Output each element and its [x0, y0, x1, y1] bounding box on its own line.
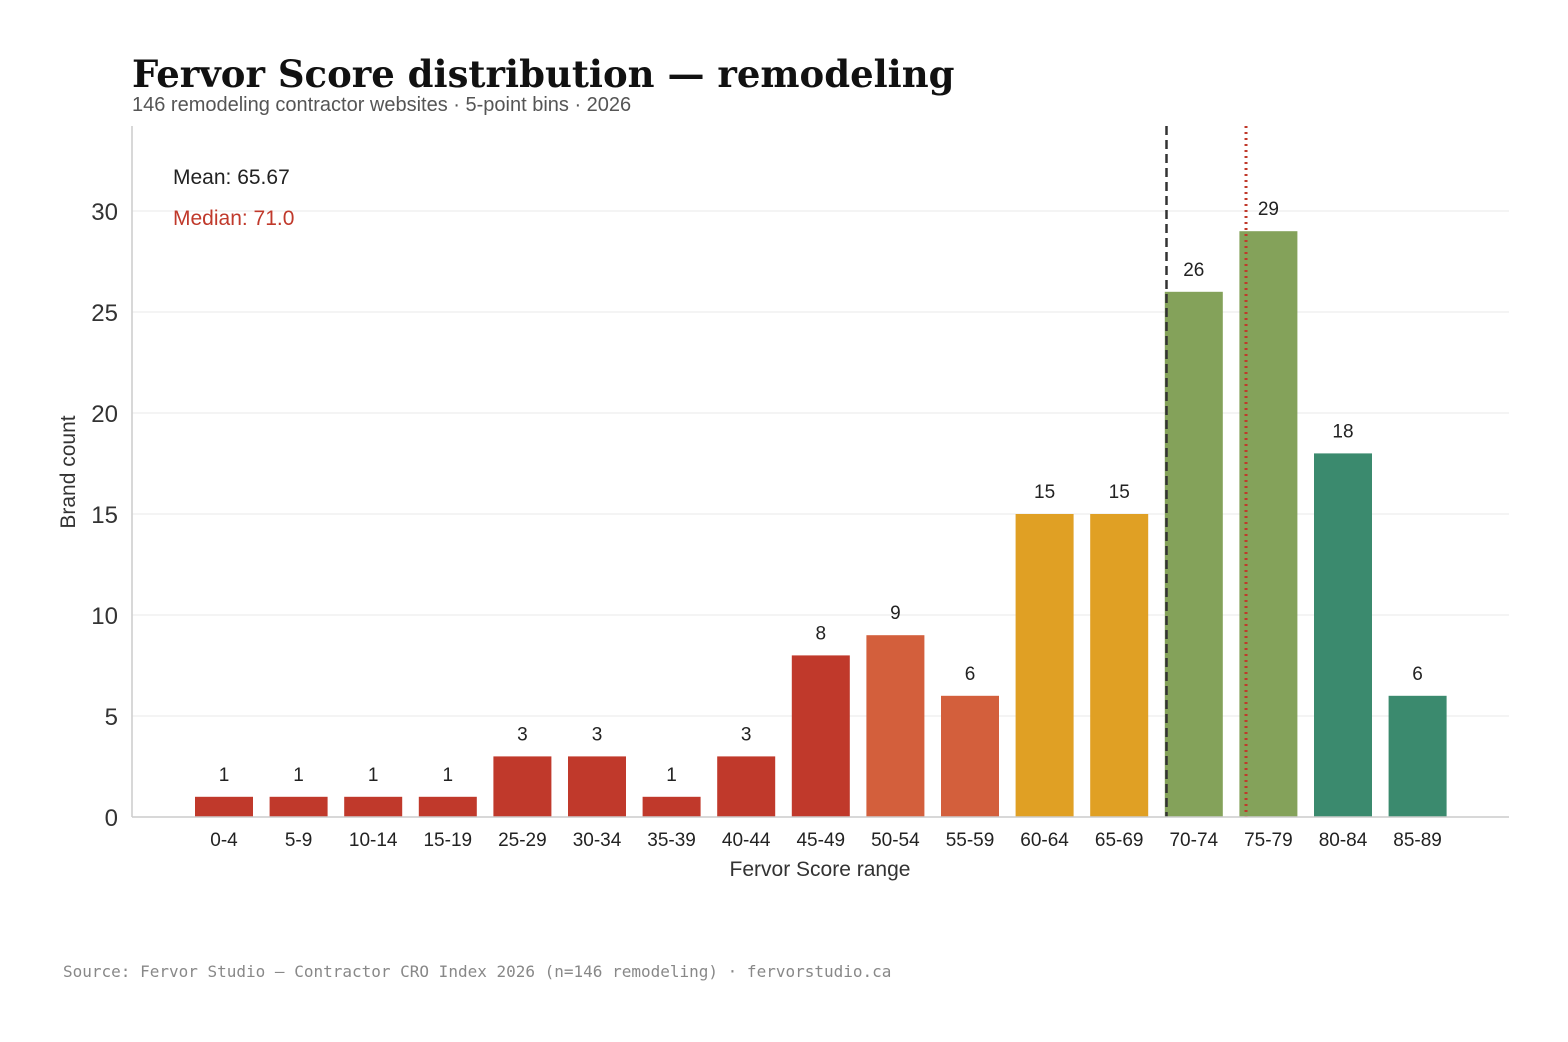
- bar-value-label: 8: [816, 623, 827, 644]
- bar-value-label: 1: [666, 765, 677, 786]
- median-annotation: Median: 71.0: [173, 207, 294, 230]
- x-tick-label: 25-29: [498, 830, 547, 851]
- y-tick-label: 0: [105, 805, 118, 832]
- y-tick-label: 30: [91, 199, 118, 226]
- x-tick-label: 15-19: [423, 830, 472, 851]
- x-tick-label: 80-84: [1319, 830, 1368, 851]
- x-tick-label: 30-34: [573, 830, 622, 851]
- bar-value-label: 29: [1258, 199, 1279, 220]
- bar: [493, 756, 552, 817]
- bar: [195, 796, 253, 817]
- mean-annotation: Mean: 65.67: [173, 166, 290, 189]
- bar: [1090, 514, 1149, 817]
- bar: [791, 655, 850, 817]
- bar: [269, 796, 328, 817]
- x-tick-labels: 0-4 5-9 10-14 15-19 25-29 30-34 35-39 40-44 45-4…: [210, 830, 1442, 851]
- x-axis-label: Fervor Score range: [730, 858, 911, 881]
- x-tick-label: 45-49: [796, 830, 845, 851]
- bar-value-label: 6: [965, 664, 976, 685]
- chart-subtitle: 146 remodeling contractor websites · 5-p…: [132, 94, 632, 116]
- source-note: Source: Fervor Studio — Contractor CRO I…: [63, 962, 892, 981]
- x-tick-label: 65-69: [1095, 830, 1144, 851]
- y-tick-label: 10: [91, 603, 118, 630]
- x-tick-label: 60-64: [1020, 830, 1069, 851]
- x-tick-label: 75-79: [1244, 830, 1293, 851]
- bar-value-label: 3: [741, 724, 752, 745]
- bar: [344, 796, 403, 817]
- y-tick-label: 15: [91, 502, 118, 529]
- x-tick-label: 35-39: [647, 830, 696, 851]
- bar-value-label: 3: [517, 724, 528, 745]
- bar: [1015, 514, 1074, 817]
- bar-value-label: 18: [1332, 421, 1353, 442]
- bar-value-label: 1: [368, 765, 379, 786]
- bar-value-label: 15: [1034, 482, 1055, 503]
- x-tick-label: 5-9: [285, 830, 312, 851]
- bar-value-label: 9: [890, 603, 901, 624]
- bar: [717, 756, 776, 817]
- x-tick-label: 55-59: [946, 830, 995, 851]
- bar: [1164, 291, 1223, 817]
- y-tick-label: 5: [105, 704, 118, 731]
- y-tick-label: 20: [91, 401, 118, 428]
- bar-value-label: 1: [293, 765, 304, 786]
- bar: [1388, 695, 1447, 817]
- bars: [195, 231, 1447, 817]
- y-tick-label: 25: [91, 300, 118, 327]
- y-axis-label: Brand count: [57, 415, 80, 528]
- x-tick-label: 10-14: [349, 830, 398, 851]
- y-tick-labels: 0 5 10 15 20 25 30: [91, 199, 118, 832]
- bar: [866, 635, 925, 817]
- bar-value-label: 6: [1412, 664, 1423, 685]
- bar: [568, 756, 626, 817]
- bar: [642, 796, 701, 817]
- bar: [1239, 231, 1298, 817]
- bar: [1314, 453, 1372, 817]
- bar-value-label: 1: [443, 765, 454, 786]
- x-tick-label: 0-4: [210, 830, 238, 851]
- x-tick-label: 40-44: [722, 830, 771, 851]
- bar-value-label: 1: [219, 765, 230, 786]
- x-tick-label: 85-89: [1393, 830, 1442, 851]
- x-tick-label: 50-54: [871, 830, 920, 851]
- bar: [418, 796, 477, 817]
- bar-value-label: 15: [1109, 482, 1130, 503]
- chart-title: Fervor Score distribution — remodeling: [132, 52, 955, 96]
- x-tick-label: 70-74: [1169, 830, 1218, 851]
- bar-value-label: 3: [592, 724, 603, 745]
- bar-value-labels: 1 1 1 1 3 3 1 3 8 9 6 15 15 26 29 18 6: [219, 199, 1423, 786]
- bar: [941, 695, 999, 817]
- bar-value-label: 26: [1183, 260, 1204, 281]
- reference-lines: [1165, 126, 1248, 817]
